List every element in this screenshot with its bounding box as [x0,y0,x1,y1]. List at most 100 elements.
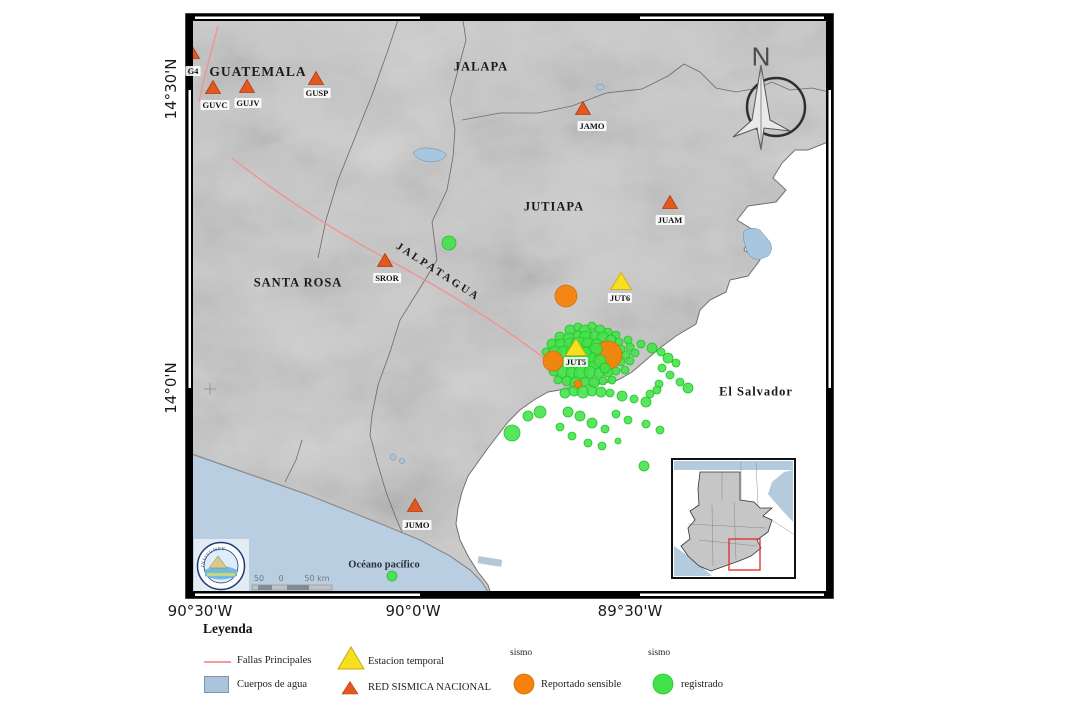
registered-quake-swatch [652,673,674,695]
registered-quake [655,425,665,435]
legend-fault-label: Fallas Principales [237,655,312,666]
station-label: JUT5 [563,357,589,367]
registered-quake [522,410,534,422]
inset-locator-map [671,458,796,579]
legend-sismo-registered-label: sismo [648,648,671,658]
registered-quake [503,424,521,442]
legend-temp-station-label: Estacion temporal [368,656,445,667]
longitude-tick-label: 90°0'W [385,602,441,620]
station-label: GUVC [200,100,230,110]
insivumeh-logo: INSIVUMEH [194,539,249,592]
registered-quake [607,375,617,385]
station-label: GUJV [234,98,262,108]
registered-quake [625,342,635,352]
region-label: GUATEMALA [209,64,307,79]
ocean-name-label: Océano pacífico [348,559,420,571]
registered-quake [638,460,650,472]
latitude-tick-label: 14°30'N [162,58,180,120]
registered-quake [671,358,681,368]
registered-quake [599,362,611,374]
graticule-cross [204,383,216,395]
inset-study-area-box [728,538,761,571]
registered-quake [636,339,646,349]
national-station-marker [307,70,325,85]
registered-quake [559,387,571,399]
registered-quake [616,390,628,402]
registered-quake [562,406,574,418]
registered-quake [640,396,652,408]
felt-quake-swatch [513,673,535,695]
temporal-stations-layer [564,271,633,356]
registered-quake [597,441,607,451]
legend-water-label: Cuerpos de agua [237,679,307,690]
registered-quake [625,356,635,366]
registered-quake [623,415,633,425]
registered-quake [441,235,457,251]
station-label: G4 [185,66,201,76]
registered-quake [657,363,667,373]
registered-quake [682,382,694,394]
registered-quake [652,385,662,395]
scale-label-left: 50 [253,574,265,583]
registered-quake [386,570,398,582]
national-station-marker [204,79,222,94]
registered-quake [620,365,630,375]
compass-rose [732,64,807,151]
registered-quake [662,352,674,364]
longitude-tick-label: 89°30'W [597,602,663,620]
registered-quake [656,347,666,357]
registered-quake [586,417,598,429]
ocean-data-artifact [477,556,503,567]
felt-quake [542,350,564,372]
registered-quake [629,394,639,404]
registered-quake [630,348,640,358]
registered-quake [587,321,597,331]
temporal-station-marker [609,271,633,290]
pacific-ocean [186,452,490,598]
registered-quake [611,409,621,419]
registered-quake [598,376,608,386]
station-label: SROR [373,273,401,283]
temporal-station-marker [564,337,588,356]
water-swatch [204,676,229,693]
longitude-tick-label: 90°30'W [167,602,233,620]
compass-north-label: N [751,41,771,72]
station-label: JUAM [655,215,685,225]
registered-quake [614,437,622,445]
registered-quake [555,422,565,432]
national-station-swatch [341,680,359,695]
registered-quake [574,410,586,422]
registered-quake [675,377,685,387]
station-label: GUSP [303,88,331,98]
legend-sismo-felt-label: sismo [510,648,533,658]
felt-quake [573,379,583,389]
map-frame [185,13,834,599]
station-label: JUT6 [607,293,633,303]
legend-title: Leyenda [203,621,253,636]
national-station-marker [376,252,394,267]
region-label: El Salvador [719,384,793,399]
registered-quake [646,342,658,354]
national-station-marker [238,78,256,93]
scale-bar [251,584,333,591]
latitude-tick-label: 14°0'N [162,362,180,414]
registered-quake [600,424,610,434]
felt-quake [554,284,578,308]
temporal-station-swatch [337,646,365,670]
region-label: JUTIAPA [523,199,585,214]
fault-line-swatch [204,661,231,663]
scale-label-zero: 0 [278,574,284,583]
water-bodies [389,83,772,464]
national-stations-layer [186,44,679,512]
registered-quake [586,385,598,397]
registered-quake [611,366,621,376]
coastline [186,451,489,593]
region-label: SANTA ROSA [253,275,343,290]
registered-quake [595,386,607,398]
registered-quake [533,405,547,419]
registered-quakes-overlap-layer [580,342,611,374]
registered-quake [567,431,577,441]
scale-label-right: 50 km [304,574,330,583]
